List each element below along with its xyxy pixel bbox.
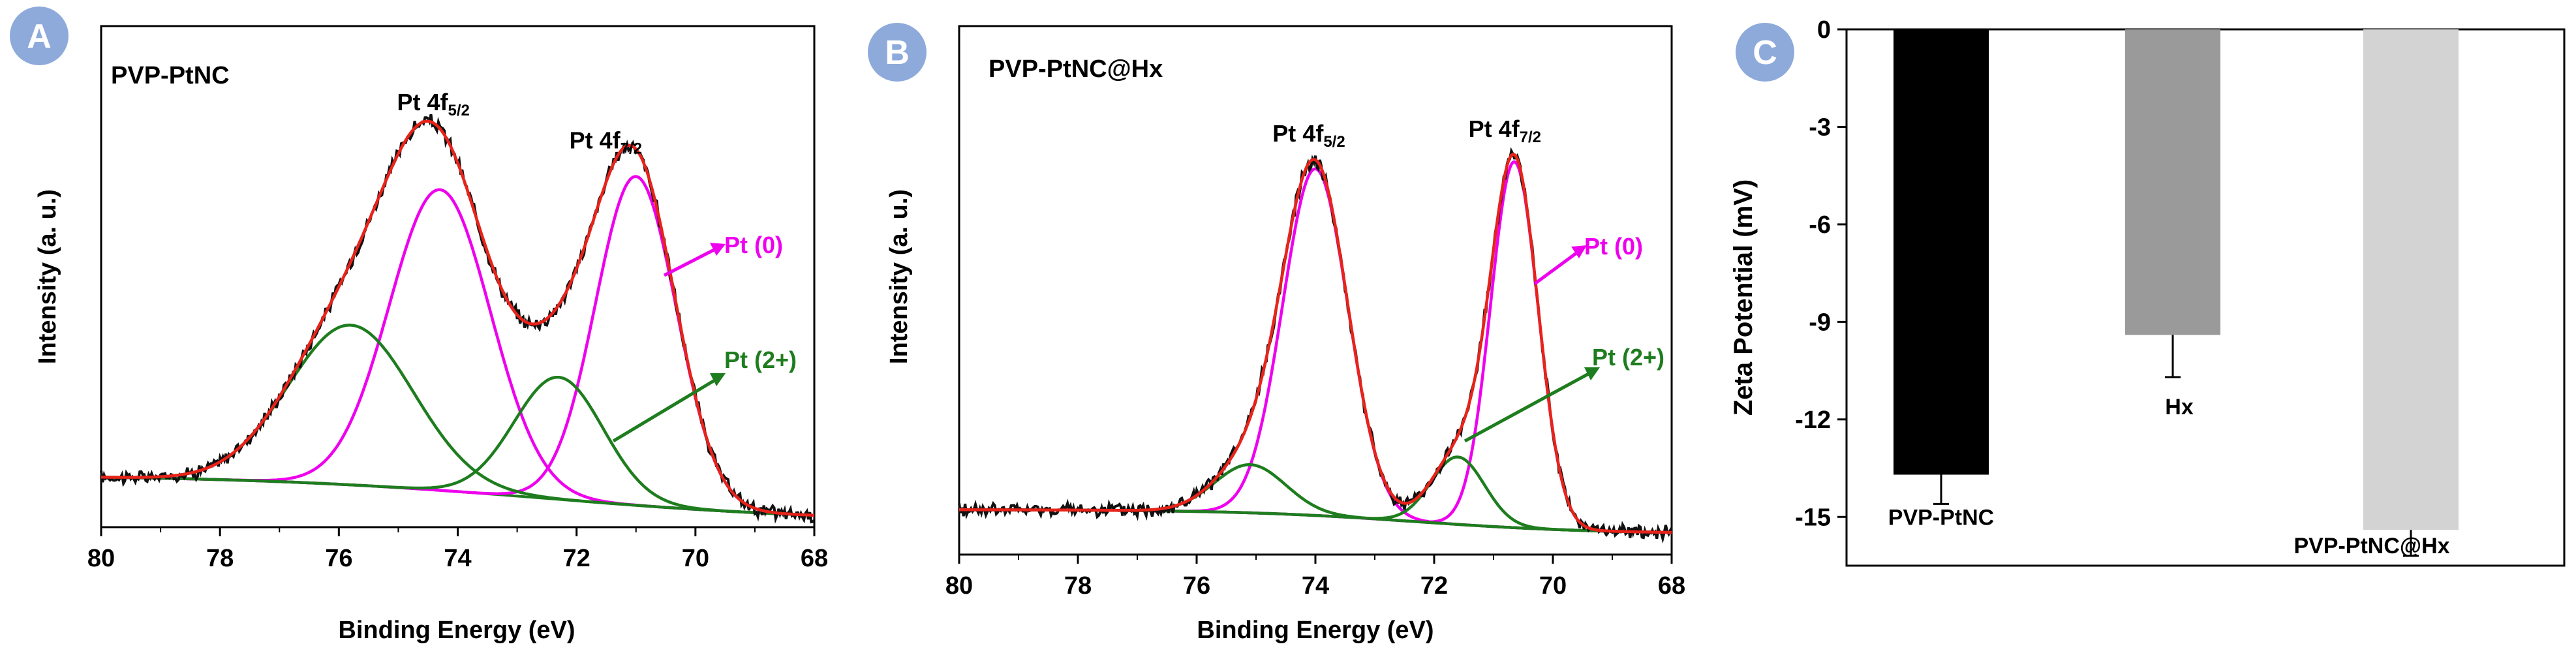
bar-category-label: PVP-PtNC@Hx <box>2293 534 2449 558</box>
x-tick-label: 70 <box>1539 572 1567 600</box>
y-tick-label: 0 <box>1817 16 1831 44</box>
bar <box>2125 29 2220 335</box>
arrowhead-pt2-b <box>1584 367 1600 380</box>
x-tick-label: 74 <box>1302 572 1329 600</box>
y-axis-label-a: Intensity (a. u.) <box>34 189 61 364</box>
x-tick-label: 74 <box>444 545 471 572</box>
panel-a: A PVP-PtNC 80 78 76 74 72 70 68 Pt 4f5/2 Pt 4f… <box>10 7 828 644</box>
x-tick-label: 80 <box>945 572 973 600</box>
panel-label-b: B <box>885 34 910 72</box>
arrow-pt2-a <box>612 376 719 443</box>
x-ticks-a: 80 78 76 74 72 70 68 <box>87 527 828 572</box>
bar <box>1894 29 1989 475</box>
annotation-pt0-b: Pt (0) <box>1584 233 1643 260</box>
y-tick-label: -12 <box>1795 406 1831 434</box>
x-tick-label: 70 <box>682 545 709 572</box>
component-curve <box>959 463 1672 534</box>
peak-label-b-4f52: Pt 4f5/2 <box>1272 120 1345 151</box>
x-axis-label-a: Binding Energy (eV) <box>338 617 575 644</box>
y-axis-label-b: Intensity (a. u.) <box>885 189 913 364</box>
x-tick-label: 76 <box>1183 572 1210 600</box>
x-tick-label: 68 <box>801 545 828 572</box>
component-curve <box>959 167 1672 534</box>
panel-badge-b <box>868 23 927 82</box>
peak-label-b-4f72: Pt 4f7/2 <box>1469 115 1541 146</box>
component-curve <box>100 324 815 517</box>
curves-b <box>958 147 1673 544</box>
peak-label-a-4f72: Pt 4f7/2 <box>570 127 642 157</box>
arrowhead-pt0-a <box>710 243 726 256</box>
peak-label-a-4f52: Pt 4f5/2 <box>397 89 469 119</box>
y-tick-label: -9 <box>1809 309 1831 336</box>
panel-badge-a <box>10 7 69 65</box>
arrow-pt0-a <box>663 246 719 277</box>
arrowhead-pt0-b <box>1571 245 1587 258</box>
x-tick-label: 72 <box>1420 572 1448 600</box>
bar-category-label: PVP-PtNC <box>1888 505 1994 530</box>
bar-category-label: Hx <box>2165 395 2194 420</box>
y-tick-label: -15 <box>1795 504 1831 531</box>
panel-b: B PVP-PtNC@Hx 80 78 76 74 72 70 68 Pt 4f5/2 Pt… <box>868 23 1685 644</box>
x-tick-label: 80 <box>87 545 115 572</box>
y-ticks-c: 0 -3 -6 -9 -12 -15 <box>1795 16 1847 531</box>
curves-a <box>100 114 816 524</box>
x-ticks-b: 80 78 76 74 72 70 68 <box>945 555 1685 600</box>
x-tick-label: 78 <box>1064 572 1092 600</box>
annotation-pt2-b: Pt (2+) <box>1592 344 1664 371</box>
plot-frame-b <box>958 25 1673 556</box>
panel-c: C 0-3-6-9-12-15 PVP-PtNC Hx PVP-PtNC@Hx … <box>1729 16 2566 567</box>
title-b: PVP-PtNC@Hx <box>989 55 1163 83</box>
fit-envelope-curve <box>100 119 815 517</box>
panel-label-a: A <box>27 18 52 55</box>
fit-envelope-curve <box>959 153 1672 534</box>
x-tick-label: 76 <box>325 545 352 572</box>
bar <box>2363 29 2459 530</box>
y-tick-label: -3 <box>1809 114 1831 141</box>
annotation-pt2-a: Pt (2+) <box>724 346 797 373</box>
bars-c <box>1894 29 2459 557</box>
x-tick-label: 78 <box>206 545 234 572</box>
x-axis-label-b: Binding Energy (eV) <box>1197 617 1434 644</box>
arrowhead-pt2-a <box>710 373 726 386</box>
component-curve <box>959 160 1672 534</box>
x-tick-label: 72 <box>563 545 590 572</box>
arrow-pt0-b <box>1533 249 1580 286</box>
y-tick-label: -6 <box>1809 211 1831 239</box>
x-tick-label: 68 <box>1658 572 1685 600</box>
panel-badge-c <box>1736 23 1794 82</box>
panel-label-c: C <box>1753 34 1777 72</box>
title-a: PVP-PtNC <box>111 62 230 89</box>
component-curve <box>101 375 815 517</box>
y-axis-label-c: Zeta Potential (mV) <box>1729 179 1758 416</box>
arrow-pt2-b <box>1464 370 1593 443</box>
raw-data-curve <box>958 147 1673 544</box>
raw-data-curve <box>100 114 816 524</box>
annotation-pt0-a: Pt (0) <box>724 232 783 258</box>
